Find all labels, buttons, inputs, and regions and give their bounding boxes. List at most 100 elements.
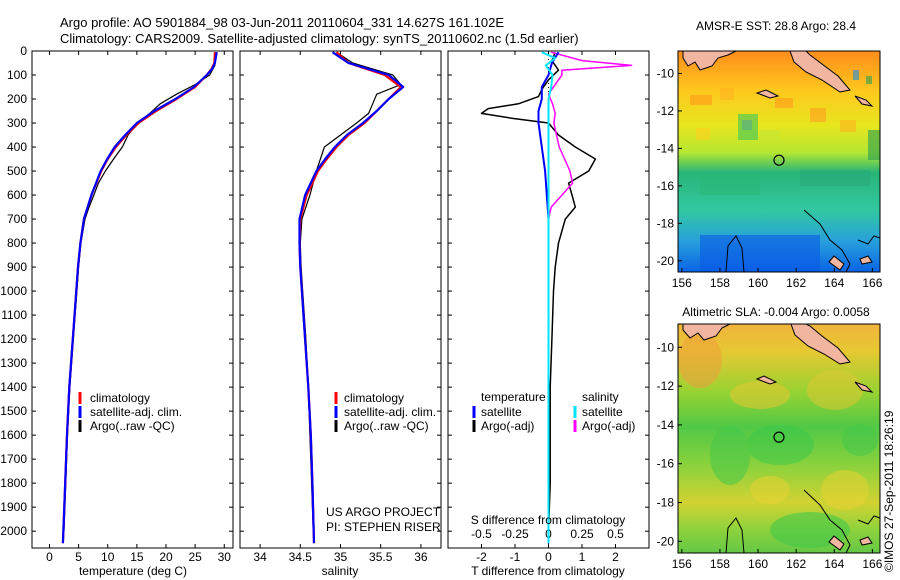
sst-noise (690, 70, 880, 272)
difference-legend: temperature salinity satellite Argo(-adj… (472, 390, 635, 433)
depth-tick-label: 1300 (0, 356, 27, 370)
temperature-series (61, 52, 218, 544)
map-x-tick-label: 160 (748, 557, 768, 571)
temperature-tick-label: 20 (159, 550, 173, 564)
sla-map-frame (677, 323, 881, 554)
salinity-legend: climatology satellite-adj. clim. Argo(..… (326, 391, 441, 534)
salinity-series (298, 51, 405, 544)
temperature-tick-label: 5 (75, 550, 82, 564)
salinity-argo-line (299, 51, 402, 532)
map-y-tick-label: -20 (657, 534, 675, 548)
bathymetry-contour (857, 235, 881, 245)
depth-tick-label: 2000 (0, 524, 27, 538)
depth-tick-label: 500 (7, 164, 27, 178)
temperature-tick-label: 30 (218, 550, 232, 564)
legend-heading-salinity: salinity (582, 390, 619, 404)
temperature-legend: climatology satellite-adj. clim. Argo(..… (78, 391, 182, 433)
temperature-satellite-line (61, 52, 218, 544)
map-x-tick-label: 158 (710, 557, 730, 571)
depth-tick-label: 400 (7, 140, 27, 154)
depth-tick-label: 0 (20, 44, 27, 58)
map-x-tick-label: 156 (672, 557, 692, 571)
landmass (682, 50, 737, 71)
temperature-tick-label: 10 (101, 550, 115, 564)
bathymetry-contour (803, 489, 851, 554)
temperature-climatology-line (61, 52, 216, 544)
map-x-tick-label: 166 (862, 276, 882, 290)
legend-label: satellite-adj. clim. (90, 405, 182, 419)
landmass (828, 255, 845, 271)
title-line-1: Argo profile: AO 5901884_98 03-Jun-2011 … (60, 15, 504, 30)
depth-tick-label: 1600 (0, 428, 27, 442)
depth-tick-label: 600 (7, 188, 27, 202)
landmass (789, 50, 851, 93)
landmass (854, 95, 874, 107)
depth-tick-label: 1200 (0, 332, 27, 346)
sla-map-title: Altimetric SLA: -0.004 Argo: 0.0058 (682, 305, 870, 319)
depth-tick-label: 200 (7, 92, 27, 106)
salinity-climatology-line (298, 51, 402, 544)
temperature-argo-difference-line (480, 51, 597, 532)
map-y-tick-label: -14 (657, 141, 675, 155)
landmass (828, 535, 845, 551)
depth-tick-label: 1900 (0, 500, 27, 514)
salinity-tick-label: 35.5 (369, 550, 393, 564)
depth-tick-label: 1800 (0, 476, 27, 490)
legend-label: Argo(..raw -QC) (344, 419, 429, 433)
legend-label: satellite (481, 405, 522, 419)
depth-axis: 0 100 200 300 400 500 600 700 800 900 1000 1100 1200… (0, 44, 649, 538)
salinity-difference-tick-label: 0.25 (570, 527, 594, 541)
landmass (854, 381, 874, 393)
difference-xlabel: T difference from climatology (471, 564, 625, 578)
difference-tick-label: 2 (612, 550, 619, 564)
depth-tick-label: 1500 (0, 404, 27, 418)
map-y-tick-label: -10 (657, 66, 675, 80)
depth-tick-label: 1100 (1, 308, 27, 322)
legend-label: Argo(-adj) (582, 419, 635, 433)
depth-tick-label: 900 (7, 260, 27, 274)
map-x-tick-label: 162 (786, 557, 806, 571)
landmass (755, 375, 778, 385)
sla-map (677, 323, 881, 554)
map-x-tick-label: 156 (672, 276, 692, 290)
difference-tick-label: 0 (545, 550, 552, 564)
salinity-xlabel: salinity (322, 564, 359, 578)
legend-label: satellite-adj. clim. (344, 405, 436, 419)
bathymetry-contour (725, 517, 745, 554)
sla-map-axes: 156 158 160 162 164 166 -10 -12 -14 -16 -18 -20 (657, 340, 883, 571)
landmass (682, 323, 731, 341)
temperature-tick-label: 0 (46, 550, 53, 564)
depth-tick-label: 300 (7, 116, 27, 130)
argo-position-marker (773, 431, 785, 443)
bathymetry-contour (803, 209, 851, 273)
salinity-satellite-line (298, 51, 405, 544)
difference-tick-label: -1 (510, 550, 521, 564)
landmass (755, 89, 780, 99)
pi-annotation: PI: STEPHEN RISER (326, 520, 441, 534)
legend-label: Argo(-adj) (481, 419, 534, 433)
bathymetry-contour (857, 515, 881, 525)
map-y-tick-label: -16 (657, 457, 675, 471)
legend-label: satellite (582, 405, 623, 419)
salinity-panel-frame (239, 50, 442, 549)
salinity-argo-difference-line (547, 51, 633, 532)
title-line-2: Climatology: CARS2009. Satellite-adjuste… (60, 31, 579, 46)
bathymetry-contour (725, 235, 745, 273)
salinity-tick-label: 34.5 (289, 550, 313, 564)
difference-tick-label: 1 (579, 550, 586, 564)
salinity-difference-tick-label: -0.5 (471, 527, 492, 541)
difference-series (480, 51, 633, 544)
depth-tick-label: 1000 (0, 284, 27, 298)
salinity-satellite-difference-line (541, 51, 557, 544)
temperature-tick-label: 25 (188, 550, 202, 564)
project-annotation: US ARGO PROJECT (326, 505, 441, 519)
map-y-tick-label: -18 (657, 496, 675, 510)
salinity-tick-label: 35 (334, 550, 348, 564)
map-x-tick-label: 162 (786, 276, 806, 290)
map-y-tick-label: -16 (657, 179, 675, 193)
depth-tick-label: 1700 (0, 452, 27, 466)
map-y-tick-label: -14 (657, 418, 675, 432)
map-x-tick-label: 160 (748, 276, 768, 290)
depth-tick-label: 100 (7, 68, 27, 82)
